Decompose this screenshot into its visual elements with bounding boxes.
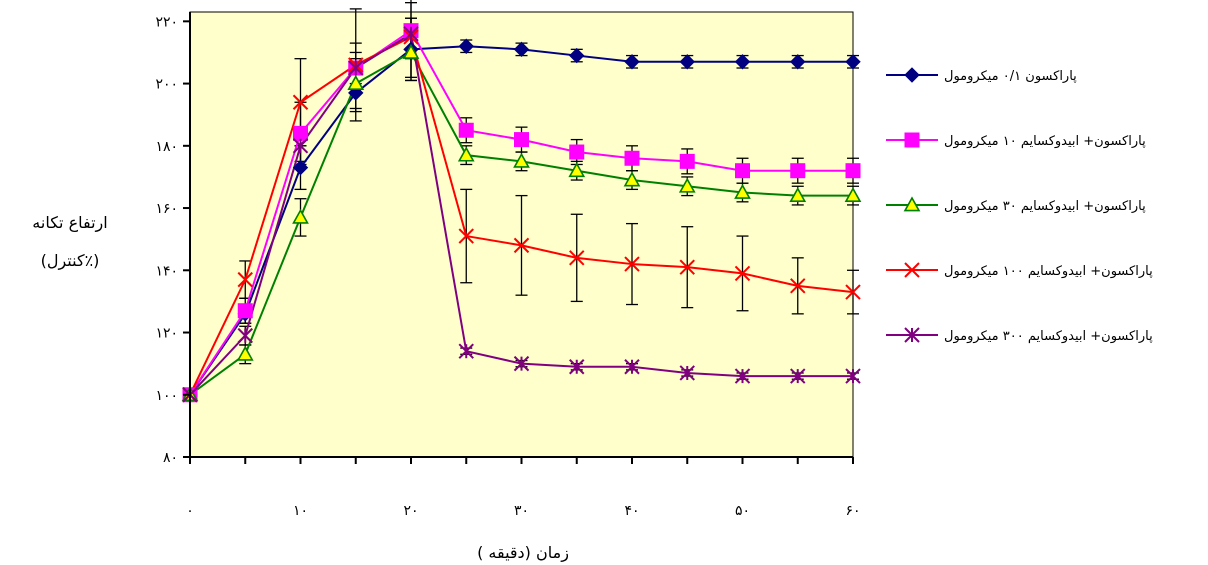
legend-label: پاراکسون+ ابیدوکسایم ۱۰ میکرومول (944, 134, 1146, 149)
data-point (236, 345, 254, 361)
x-axis-title: زمان (دقیقه ) (477, 543, 569, 563)
data-point (513, 355, 530, 372)
y-axis-title-line1: ارتفاع تکانه (32, 213, 107, 233)
data-point (293, 125, 308, 141)
data-point (844, 186, 862, 203)
data-point (904, 132, 920, 148)
data-point (679, 54, 695, 70)
x-tick-label: ۲۰ (403, 503, 418, 519)
legend: پاراکسون ۰/۱ میکرومول پاراکسون+ ابیدوکسای… (886, 67, 1153, 344)
data-point (790, 368, 806, 384)
legend-label: پاراکسون+ ابیدوکسایم ۱۰۰ میکرومول (944, 264, 1153, 279)
data-point (904, 327, 920, 343)
data-point (734, 368, 751, 384)
legend-label: پاراکسون ۰/۱ میکرومول (944, 69, 1077, 84)
legend-entry: پاراکسون+ ابیدوکسایم ۱۰ میکرومول (886, 132, 1146, 149)
legend-entry: پاراکسون+ ابیدوکسایم ۳۰۰ میکرومول (886, 327, 1153, 344)
y-tick-label: ۲۰۰ (155, 77, 178, 93)
y-tick-label: ۱۰۰ (155, 388, 178, 404)
data-point (403, 26, 419, 42)
data-point (457, 146, 475, 162)
data-point (513, 41, 530, 58)
data-point (292, 159, 309, 176)
legend-label: پاراکسون+ ابیدوکسایم ۳۰ میکرومول (944, 199, 1146, 214)
data-point (569, 359, 585, 375)
x-tick-label: ۳۰ (514, 503, 529, 519)
y-tick-label: ۱۲۰ (155, 326, 178, 342)
data-point (904, 262, 920, 278)
data-point (678, 177, 696, 193)
data-point (790, 163, 806, 179)
data-point (458, 228, 474, 244)
data-point (458, 122, 474, 138)
legend-entry: پاراکسون+ ابیدوکسایم ۳۰ میکرومول (886, 196, 1146, 214)
data-point (624, 150, 640, 166)
legend-label: پاراکسون+ ابیدوکسایم ۳۰۰ میکرومول (944, 329, 1153, 344)
data-point (734, 183, 751, 199)
data-point (402, 43, 420, 59)
data-point (790, 54, 806, 70)
x-tick-label: ۱۰ (293, 503, 308, 519)
data-point (735, 163, 750, 179)
data-point (513, 237, 530, 254)
y-tick-label: ۱۸۰ (155, 139, 178, 155)
legend-entry: پاراکسون+ ابیدوکسایم ۱۰۰ میکرومول (886, 262, 1153, 279)
data-point (237, 271, 253, 288)
data-point (845, 284, 861, 300)
data-point (347, 74, 365, 90)
data-point (458, 38, 474, 54)
data-point (624, 359, 640, 375)
data-point (903, 196, 921, 212)
x-tick-label: ۶۰ (845, 503, 860, 519)
data-point (904, 67, 920, 83)
data-point (789, 186, 807, 203)
data-point (292, 138, 309, 154)
x-tick-label: ۴۰ (624, 503, 639, 519)
data-point (513, 152, 530, 168)
data-point (679, 153, 695, 169)
data-point (237, 303, 253, 319)
data-point (569, 250, 585, 266)
x-tick-label: ۰ (186, 503, 194, 519)
data-point (845, 54, 861, 70)
y-tick-label: ۸۰ (163, 450, 178, 466)
data-point (845, 163, 861, 179)
tick-labels: ۸۰ ۱۰۰ ۱۲۰ ۱۴۰ ۱۶۰ ۱۸۰ ۲۰۰ ۲۲۰ ۰ ۱۰ ۲۰ ۳۰ ۴۰ ۵۰ ۶۰ (155, 14, 860, 519)
data-point (623, 171, 641, 187)
data-point (458, 343, 474, 359)
y-tick-label: ۱۴۰ (155, 263, 178, 279)
data-point (734, 265, 751, 282)
data-point (237, 327, 253, 344)
data-point (569, 47, 585, 64)
legend-entry: پاراکسون ۰/۱ میکرومول (886, 67, 1077, 84)
data-point (679, 365, 695, 381)
data-point (514, 132, 529, 148)
data-point (734, 54, 751, 70)
series-markers (181, 23, 862, 403)
data-point (845, 368, 861, 384)
y-tick-label: ۲۲۰ (155, 14, 178, 30)
data-point (569, 144, 585, 160)
data-point (292, 94, 309, 110)
data-point (568, 162, 586, 178)
data-point (790, 278, 806, 294)
data-point (624, 256, 640, 272)
data-point (292, 208, 309, 224)
x-tick-label: ۵۰ (735, 503, 750, 519)
y-axis-title-line2: (٪کنترل) (41, 251, 100, 271)
data-point (624, 54, 640, 70)
axes (183, 12, 854, 464)
data-point (679, 259, 695, 275)
y-tick-label: ۱۶۰ (155, 201, 178, 217)
data-point (348, 60, 364, 76)
